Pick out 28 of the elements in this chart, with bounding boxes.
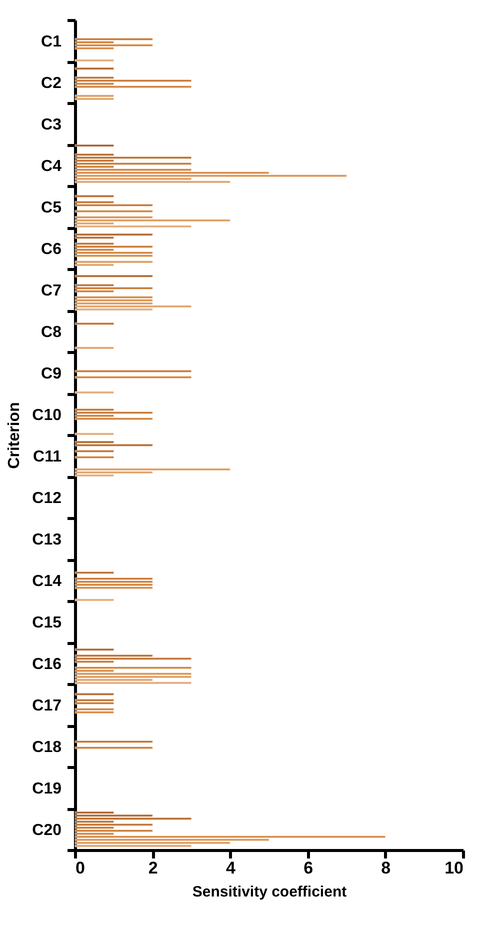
x-tick-label: 10 (444, 858, 464, 878)
y-tick-label: C14 (32, 572, 62, 590)
y-tick-label: C18 (32, 738, 62, 756)
x-axis-title: Sensitivity coefficient (192, 884, 347, 900)
y-tick-label: C17 (32, 697, 62, 714)
x-tick-label: 6 (304, 858, 314, 878)
y-axis-title: Criterion (6, 402, 24, 469)
y-tick-label: C11 (33, 448, 62, 466)
y-tick-label: C19 (32, 780, 62, 798)
y-tick-label: C2 (41, 74, 62, 92)
y-tick-label: C6 (41, 240, 62, 258)
y-tick-label: C3 (41, 116, 62, 134)
y-tick-label: C20 (32, 822, 62, 839)
y-tick-label: C4 (41, 158, 62, 175)
y-tick-label: C12 (32, 490, 62, 507)
y-tick-label: C16 (32, 656, 62, 673)
x-tick-label: 4 (226, 858, 236, 878)
x-tick-label: 2 (148, 858, 158, 878)
x-tick-label: 8 (381, 858, 391, 878)
y-tick-label: C15 (32, 614, 62, 632)
y-tick-label: C9 (41, 365, 62, 382)
y-tick-label: C5 (41, 199, 62, 216)
y-tick-label: C10 (32, 406, 62, 424)
y-tick-label: C13 (32, 531, 62, 548)
y-tick-label: C8 (41, 324, 62, 341)
y-tick-label: C7 (41, 282, 62, 300)
y-tick-label: C1 (41, 33, 62, 50)
x-tick-label: 0 (76, 858, 85, 878)
